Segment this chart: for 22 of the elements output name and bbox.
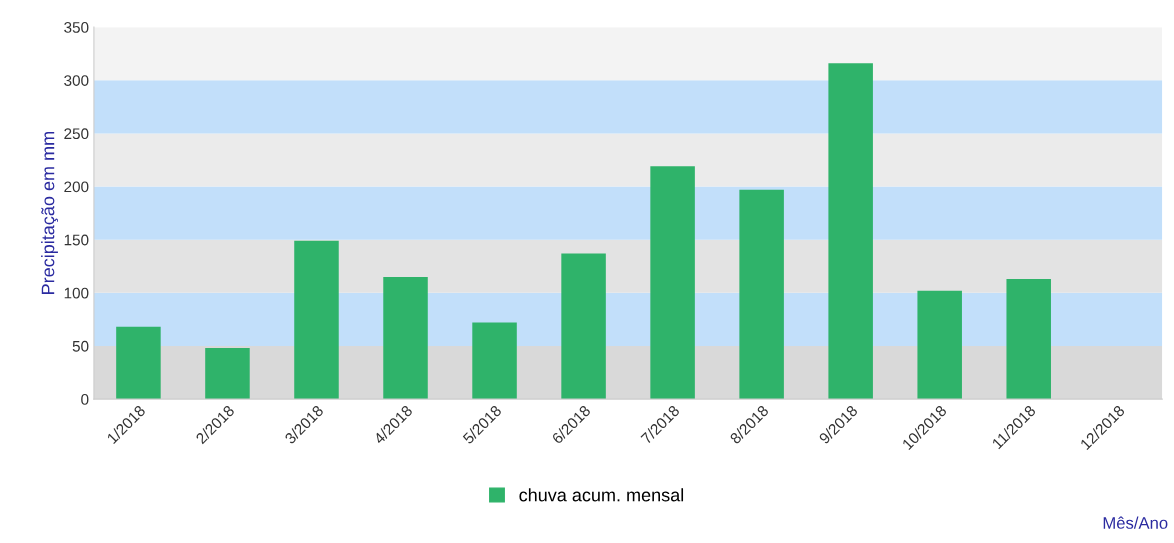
bar	[116, 326, 161, 400]
bar	[917, 290, 962, 400]
y-tick-label: 0	[81, 393, 89, 405]
bar	[205, 348, 250, 400]
legend-label: chuva acum. mensal	[519, 488, 684, 502]
bar	[739, 189, 784, 400]
y-tick-label: 150	[64, 234, 89, 246]
bar	[1006, 279, 1051, 400]
bar	[561, 253, 606, 400]
y-tick-label: 250	[64, 128, 89, 140]
y-tick-label: 100	[64, 287, 89, 299]
bar	[828, 63, 873, 400]
bar	[383, 276, 428, 400]
bar	[650, 166, 695, 400]
bar	[472, 322, 517, 400]
bar	[294, 240, 339, 400]
y-tick-label: 350	[64, 22, 89, 33]
y-tick-label: 300	[64, 75, 89, 86]
y-tick-label: 50	[72, 340, 89, 352]
y-tick-label: 200	[64, 181, 89, 193]
x-axis-title: Mês/Ano	[1103, 516, 1168, 529]
y-axis-title: Precipitação em mm	[41, 132, 59, 294]
